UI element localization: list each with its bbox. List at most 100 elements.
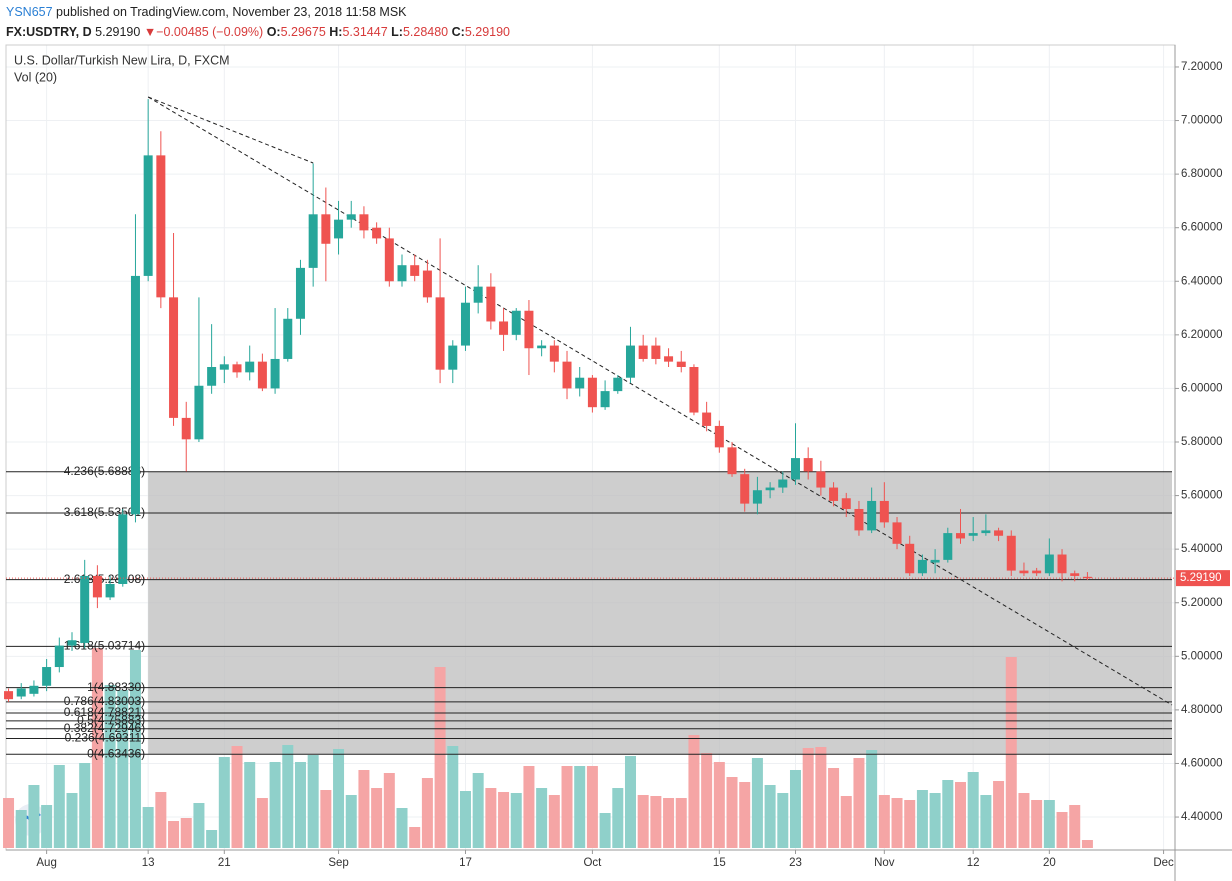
volume-bar <box>954 782 966 848</box>
y-tick-label: 7.00000 <box>1181 115 1223 127</box>
volume-bar <box>218 757 230 848</box>
candle-body <box>727 447 737 475</box>
candle-body <box>892 522 902 544</box>
volume-bar <box>815 747 827 848</box>
candle-body <box>816 471 826 488</box>
candle-body <box>575 377 585 389</box>
volume-bar <box>878 795 890 848</box>
candle-body <box>80 575 90 643</box>
volume-bar <box>675 798 687 848</box>
volume-bar <box>891 798 903 848</box>
candle-body <box>981 530 991 534</box>
publish-line: YSN657 published on TradingView.com, Nov… <box>6 2 510 22</box>
candle-body <box>790 458 800 480</box>
fib-label: 0.786(4.83003) <box>64 694 145 708</box>
volume-bar <box>104 685 116 848</box>
candle-body <box>562 361 572 389</box>
candle-body <box>638 345 648 359</box>
candle-body <box>651 345 661 359</box>
x-tick-label: Oct <box>583 857 602 869</box>
volume-bar <box>79 763 91 848</box>
volume-bar <box>586 766 598 848</box>
candle-body <box>752 490 762 504</box>
fib-label: 0.236(4.69311) <box>65 731 146 745</box>
volume-bar <box>726 777 738 848</box>
volume-bar <box>91 648 103 848</box>
candle-body <box>524 310 534 349</box>
x-tick-label: 13 <box>142 857 155 869</box>
candle-body <box>67 640 77 646</box>
candle-body <box>1057 554 1067 574</box>
volume-bar <box>53 765 65 848</box>
volume-bar <box>840 796 852 848</box>
change: −0.00485 (−0.09%) <box>156 25 264 39</box>
volume-bar <box>66 793 78 848</box>
author[interactable]: YSN657 <box>6 5 53 19</box>
volume-bar <box>574 766 586 848</box>
volume-bar <box>15 810 27 848</box>
low-label: L: <box>391 25 403 39</box>
volume-bar <box>828 768 840 848</box>
candle-body <box>829 487 839 501</box>
volume-bar <box>447 746 459 848</box>
volume-bar <box>180 818 192 848</box>
volume-bar <box>3 798 15 848</box>
header: YSN657 published on TradingView.com, Nov… <box>6 2 510 42</box>
volume-bar <box>916 790 928 848</box>
volume-bar <box>904 800 916 848</box>
volume-bar <box>853 758 865 848</box>
volume-bar <box>472 773 484 848</box>
volume-bar <box>929 793 941 848</box>
candle-body <box>473 286 483 303</box>
candle-body <box>689 367 699 413</box>
candle-body <box>765 487 775 491</box>
candle-body <box>1082 576 1092 579</box>
y-tick-label: 6.00000 <box>1181 382 1223 394</box>
volume-bar <box>383 773 395 848</box>
candle-body <box>359 214 369 231</box>
volume-bar <box>1069 805 1081 848</box>
candle-body <box>511 310 521 335</box>
volume-bar <box>980 795 992 848</box>
candle-body <box>955 533 965 539</box>
volume-bar <box>421 778 433 848</box>
volume-bar <box>739 782 751 848</box>
x-tick-label: Nov <box>874 857 895 869</box>
y-tick-label: 5.80000 <box>1181 436 1223 448</box>
x-tick-label: Aug <box>36 857 56 869</box>
candle-body <box>968 533 978 536</box>
candle-body <box>905 543 915 574</box>
volume-bar <box>993 781 1005 848</box>
volume-bar <box>764 785 776 848</box>
quote-line: FX:USDTRY, D 5.29190 ▼−0.00485 (−0.09%) … <box>6 22 510 42</box>
candle-body <box>308 214 318 268</box>
volume-bar <box>967 772 979 848</box>
high-label: H: <box>329 25 343 39</box>
candle-body <box>384 238 394 282</box>
volume-bar <box>650 796 662 848</box>
volume-bar <box>409 827 421 848</box>
y-tick-label: 6.80000 <box>1181 168 1223 180</box>
candle-body <box>156 155 166 298</box>
volume-bar <box>599 813 611 848</box>
candle-body <box>486 286 496 322</box>
fib-zone <box>148 471 1173 755</box>
candle-body <box>994 530 1004 536</box>
candle-body <box>92 575 102 598</box>
candle-body <box>29 685 39 694</box>
candle-body <box>207 367 217 386</box>
symbol: FX:USDTRY, D <box>6 25 92 39</box>
candle-body <box>867 500 877 531</box>
fib-label: 2.618(5.28608) <box>64 572 145 586</box>
x-tick-label: 12 <box>967 857 980 869</box>
fib-label: 4.236(5.68886) <box>64 464 145 478</box>
volume-bar <box>459 791 471 848</box>
volume-bar <box>41 805 53 848</box>
candle-body <box>397 265 407 282</box>
candle-body <box>879 500 889 523</box>
candle-body <box>549 345 559 362</box>
volume-bar <box>561 766 573 848</box>
x-tick-label: 15 <box>713 857 726 869</box>
volume-bar <box>789 770 801 848</box>
